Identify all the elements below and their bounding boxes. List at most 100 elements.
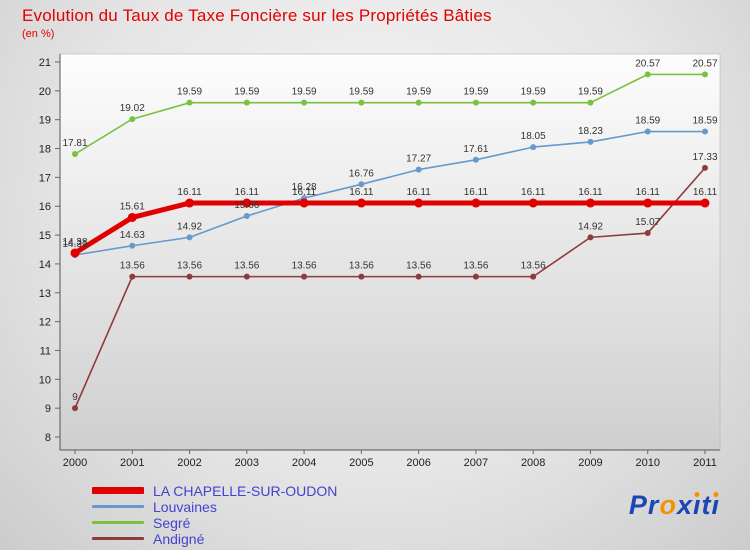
- data-point: [644, 230, 651, 237]
- data-label: 18.05: [521, 131, 546, 142]
- logo-letter: P: [628, 490, 648, 520]
- data-point: [127, 212, 137, 222]
- data-point: [530, 99, 537, 106]
- data-point: [644, 128, 651, 135]
- x-tick-label: 2008: [521, 457, 545, 469]
- data-point: [472, 273, 479, 280]
- labels-andigne: 9 13.56 13.56 13.56 13.56 13.56 13.56 13.56 13.5…: [72, 152, 718, 403]
- data-point: [243, 213, 250, 220]
- y-tick-label: 12: [39, 317, 51, 329]
- y-tick-label: 10: [39, 374, 51, 386]
- legend-swatch: [92, 537, 144, 540]
- data-label: 16.11: [464, 187, 489, 198]
- data-point: [585, 198, 595, 208]
- y-tick-label: 9: [45, 403, 51, 415]
- legend-label: Andigné: [153, 530, 205, 547]
- legend-item-louvaines: Louvaines: [92, 499, 337, 514]
- data-label: 13.56: [234, 261, 259, 272]
- series-line: [74, 167, 706, 409]
- data-label: 13.56: [292, 261, 317, 272]
- data-label: 16.11: [521, 187, 546, 198]
- x-tick-label: 2003: [235, 457, 259, 469]
- data-point: [358, 273, 365, 280]
- x-tick-label: 2007: [464, 457, 488, 469]
- x-tick-label: 2000: [63, 457, 87, 469]
- chart-legend: LA CHAPELLE-SUR-OUDON Louvaines Segré Andig…: [92, 483, 337, 546]
- y-tick-label: 11: [40, 345, 51, 357]
- data-point: [70, 248, 80, 258]
- data-label: 19.59: [292, 87, 317, 98]
- data-label: 16.11: [177, 187, 202, 198]
- data-label: 19.02: [120, 103, 145, 114]
- data-label: 16.11: [578, 187, 603, 198]
- data-label: 19.59: [578, 87, 603, 98]
- logo-letter: o: [659, 490, 677, 520]
- labels-segre: 17.81 19.02 19.59 19.59 19.59 19.59 19.59 19.59…: [62, 58, 717, 149]
- logo-letter: x: [676, 490, 693, 520]
- data-label: 19.59: [349, 87, 374, 98]
- data-label: 17.33: [692, 152, 717, 163]
- data-label: 13.56: [120, 261, 145, 272]
- series-andigne: [72, 164, 708, 412]
- legend-item-segre: Segré: [92, 515, 337, 530]
- labels-la-chapelle-sur-oudon: 14.38 15.61 16.11 16.11 16.11 16.11 16.11 16.11…: [62, 187, 717, 248]
- legend-label: LA CHAPELLE-SUR-OUDON: [153, 482, 338, 499]
- series-line: [72, 200, 708, 256]
- x-tick-label: 2001: [120, 457, 144, 469]
- data-label: 16.11: [292, 187, 317, 198]
- x-tick-label: 2006: [406, 457, 430, 469]
- data-label: 18.59: [635, 116, 660, 127]
- x-tick-label: 2011: [693, 457, 717, 469]
- data-label: 20.57: [692, 58, 717, 69]
- data-label: 17.27: [406, 154, 431, 165]
- y-tick-label: 15: [39, 230, 51, 242]
- data-label: 18.23: [578, 126, 603, 137]
- data-label: 9: [72, 392, 78, 403]
- data-point: [587, 234, 594, 241]
- x-tick-label: 2004: [292, 457, 316, 469]
- data-point: [587, 99, 594, 106]
- data-point: [301, 99, 308, 106]
- data-point: [643, 198, 653, 208]
- data-label: 13.56: [349, 261, 374, 272]
- data-label: 19.59: [177, 87, 202, 98]
- y-tick-label: 16: [39, 201, 51, 213]
- y-tick-label: 18: [39, 144, 51, 156]
- data-label: 16.11: [406, 187, 431, 198]
- data-point: [186, 99, 193, 106]
- data-point: [414, 198, 424, 208]
- data-label: 13.56: [177, 261, 202, 272]
- data-point: [415, 273, 422, 280]
- data-label: 19.59: [521, 87, 546, 98]
- series-la-chapelle-sur-oudon: [70, 198, 710, 258]
- data-label: 16.11: [235, 187, 260, 198]
- data-point: [472, 156, 479, 163]
- data-label: 19.59: [463, 87, 488, 98]
- data-label: 17.81: [62, 138, 87, 149]
- legend-item-andigne: Andigné: [92, 531, 337, 546]
- series-line: [74, 73, 706, 155]
- data-point: [186, 273, 193, 280]
- labels-louvaines: 14.31 14.63 14.92 15.66 16.28 16.76 17.27 17.61…: [62, 116, 717, 250]
- data-label: 15.66: [234, 200, 259, 211]
- data-point: [243, 273, 250, 280]
- x-tick-label: 2005: [349, 457, 373, 469]
- data-label: 15.61: [120, 201, 145, 212]
- data-point: [129, 273, 136, 280]
- legend-swatch: [92, 505, 144, 508]
- data-point: [129, 116, 136, 123]
- legend-label: Segré: [153, 514, 191, 531]
- plot-area: [59, 53, 721, 451]
- data-label: 16.11: [636, 187, 661, 198]
- data-point: [72, 405, 78, 412]
- data-point: [243, 99, 250, 106]
- legend-label: Louvaines: [153, 498, 217, 515]
- data-label: 14.92: [177, 221, 202, 232]
- data-label: 15.07: [635, 217, 660, 228]
- data-label: 13.56: [521, 261, 546, 272]
- data-label: 13.56: [463, 261, 488, 272]
- y-tick-label: 8: [45, 432, 51, 444]
- data-point: [415, 99, 422, 106]
- data-point: [528, 198, 538, 208]
